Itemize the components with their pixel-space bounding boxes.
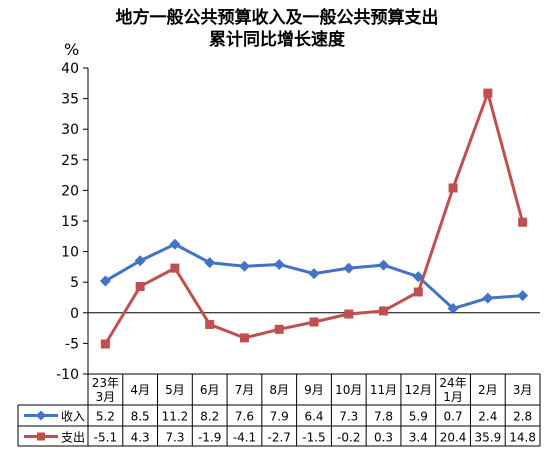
data-point: [482, 292, 494, 304]
data-point: [448, 183, 458, 193]
table-cell: 0.7: [444, 410, 463, 424]
table-cell: -1.5: [302, 431, 325, 445]
data-point: [204, 257, 216, 269]
table-cell: 7.9: [270, 410, 289, 424]
data-point: [412, 271, 424, 283]
table-cell: 5.9: [409, 410, 428, 424]
table-cell: 35.9: [474, 431, 501, 445]
x-tick-label: 12月: [405, 383, 432, 397]
y-tick-label: 35: [61, 92, 79, 108]
table-cell: 11.2: [162, 410, 189, 424]
y-tick-labels: 40 35 30 25 20 15 10 5 0 -5 -10: [56, 61, 79, 383]
legend-marker: [37, 432, 45, 441]
data-point: [99, 275, 111, 287]
y-tick-label: 40: [61, 61, 79, 77]
table-cell: 5.2: [96, 410, 115, 424]
table-cell: -1.9: [198, 431, 221, 445]
table-cell: 8.2: [200, 410, 219, 424]
data-point: [135, 281, 145, 291]
data-point: [343, 262, 355, 274]
table-cell: -4.1: [233, 431, 256, 445]
x-tick-label: 23年: [92, 376, 119, 390]
x-tick-label: 6月: [200, 383, 220, 397]
x-tick-label: 2月: [478, 383, 498, 397]
y-tick-label: 5: [70, 275, 79, 291]
y-tick-label: -10: [56, 367, 79, 383]
table-cell: 7.6: [235, 410, 254, 424]
x-tick-label: 11月: [370, 383, 397, 397]
table-cell: 3.4: [409, 431, 428, 445]
y-tick-label: 10: [61, 245, 79, 261]
data-point: [238, 260, 250, 272]
y-tick-label: 25: [61, 153, 79, 169]
x-tick-label: 8月: [269, 383, 289, 397]
y-tick-label: -5: [65, 336, 79, 352]
table-cell: 4.3: [131, 431, 150, 445]
x-tick-label: 3月: [96, 390, 116, 404]
x-tick-label: 10月: [335, 383, 362, 397]
data-point: [483, 88, 493, 98]
y-tick-label: 30: [61, 122, 79, 138]
x-tick-label: 24年: [439, 376, 466, 390]
data-point: [517, 290, 529, 302]
y-tick-label: 0: [70, 306, 79, 322]
table-cell: 7.8: [374, 410, 393, 424]
data-point: [344, 309, 354, 319]
data-point: [308, 268, 320, 280]
data-point: [169, 238, 181, 250]
x-tick-label: 3月: [513, 383, 533, 397]
table-cell: 8.5: [131, 410, 150, 424]
table-cell: 7.3: [339, 410, 358, 424]
data-point: [378, 259, 390, 271]
legend-label: 收入: [61, 410, 85, 424]
x-tick-label: 1月: [443, 390, 463, 404]
table-cell: 20.4: [440, 431, 467, 445]
chart-subtitle: 累计同比增长速度: [209, 30, 345, 50]
x-tick-label: 9月: [304, 383, 324, 397]
data-point: [309, 317, 319, 327]
table-cell: 14.8: [509, 431, 536, 445]
data-point: [274, 324, 284, 334]
y-tick-label: 20: [61, 183, 79, 199]
table-cell: -5.1: [94, 431, 117, 445]
data-point: [413, 287, 423, 297]
table-cell: 2.8: [513, 410, 532, 424]
legend-label: 支出: [61, 431, 85, 445]
table-cell: 7.3: [165, 431, 184, 445]
table-cell: 6.4: [304, 410, 323, 424]
chart-title: 地方一般公共预算收入及一般公共预算支出: [115, 8, 439, 28]
legend-marker: [36, 410, 46, 421]
data-point: [170, 263, 180, 273]
data-point: [379, 306, 389, 316]
series-lines: [104, 91, 525, 345]
chart-axes: [83, 67, 540, 375]
x-tick-label: 4月: [130, 383, 150, 397]
data-point: [273, 258, 285, 270]
data-point: [134, 255, 146, 267]
data-point: [447, 303, 459, 315]
data-point: [205, 319, 215, 329]
table-cell: 0.3: [374, 431, 393, 445]
data-point: [239, 333, 249, 343]
data-point: [100, 339, 110, 349]
table-cell: 2.4: [478, 410, 497, 424]
x-tick-label: 5月: [165, 383, 185, 397]
table-cell: -2.7: [268, 431, 291, 445]
x-tick-label: 7月: [235, 383, 255, 397]
y-tick-label: 15: [61, 214, 79, 230]
data-point: [518, 217, 528, 227]
table-cell: -0.2: [337, 431, 360, 445]
series-markers: [99, 88, 529, 349]
y-axis-label: %: [64, 40, 80, 59]
